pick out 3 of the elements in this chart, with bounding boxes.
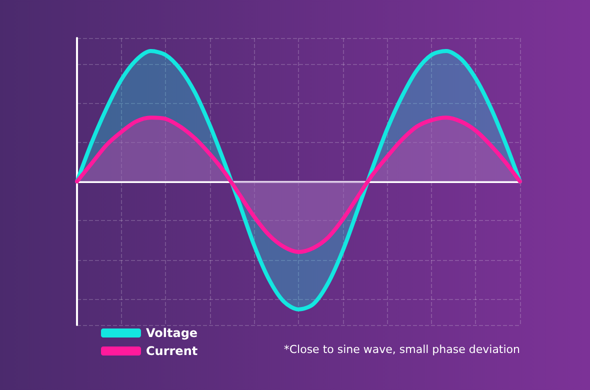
legend-label: Current xyxy=(146,344,198,358)
legend-label: Voltage xyxy=(146,326,198,340)
text: *Close to sine wave, small phase deviation xyxy=(284,343,520,356)
